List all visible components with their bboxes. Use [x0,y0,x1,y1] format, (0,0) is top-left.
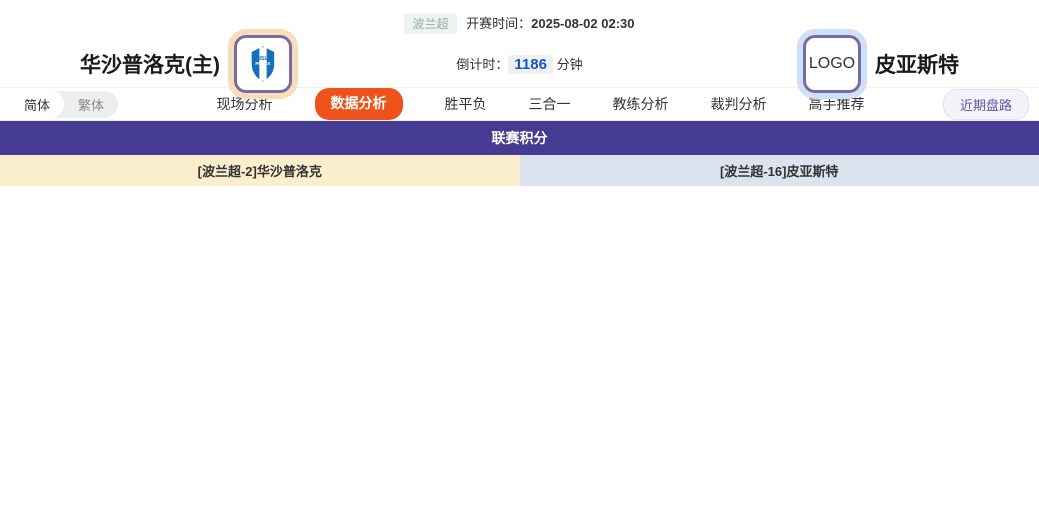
svg-text:PLOCK: PLOCK [255,60,271,65]
